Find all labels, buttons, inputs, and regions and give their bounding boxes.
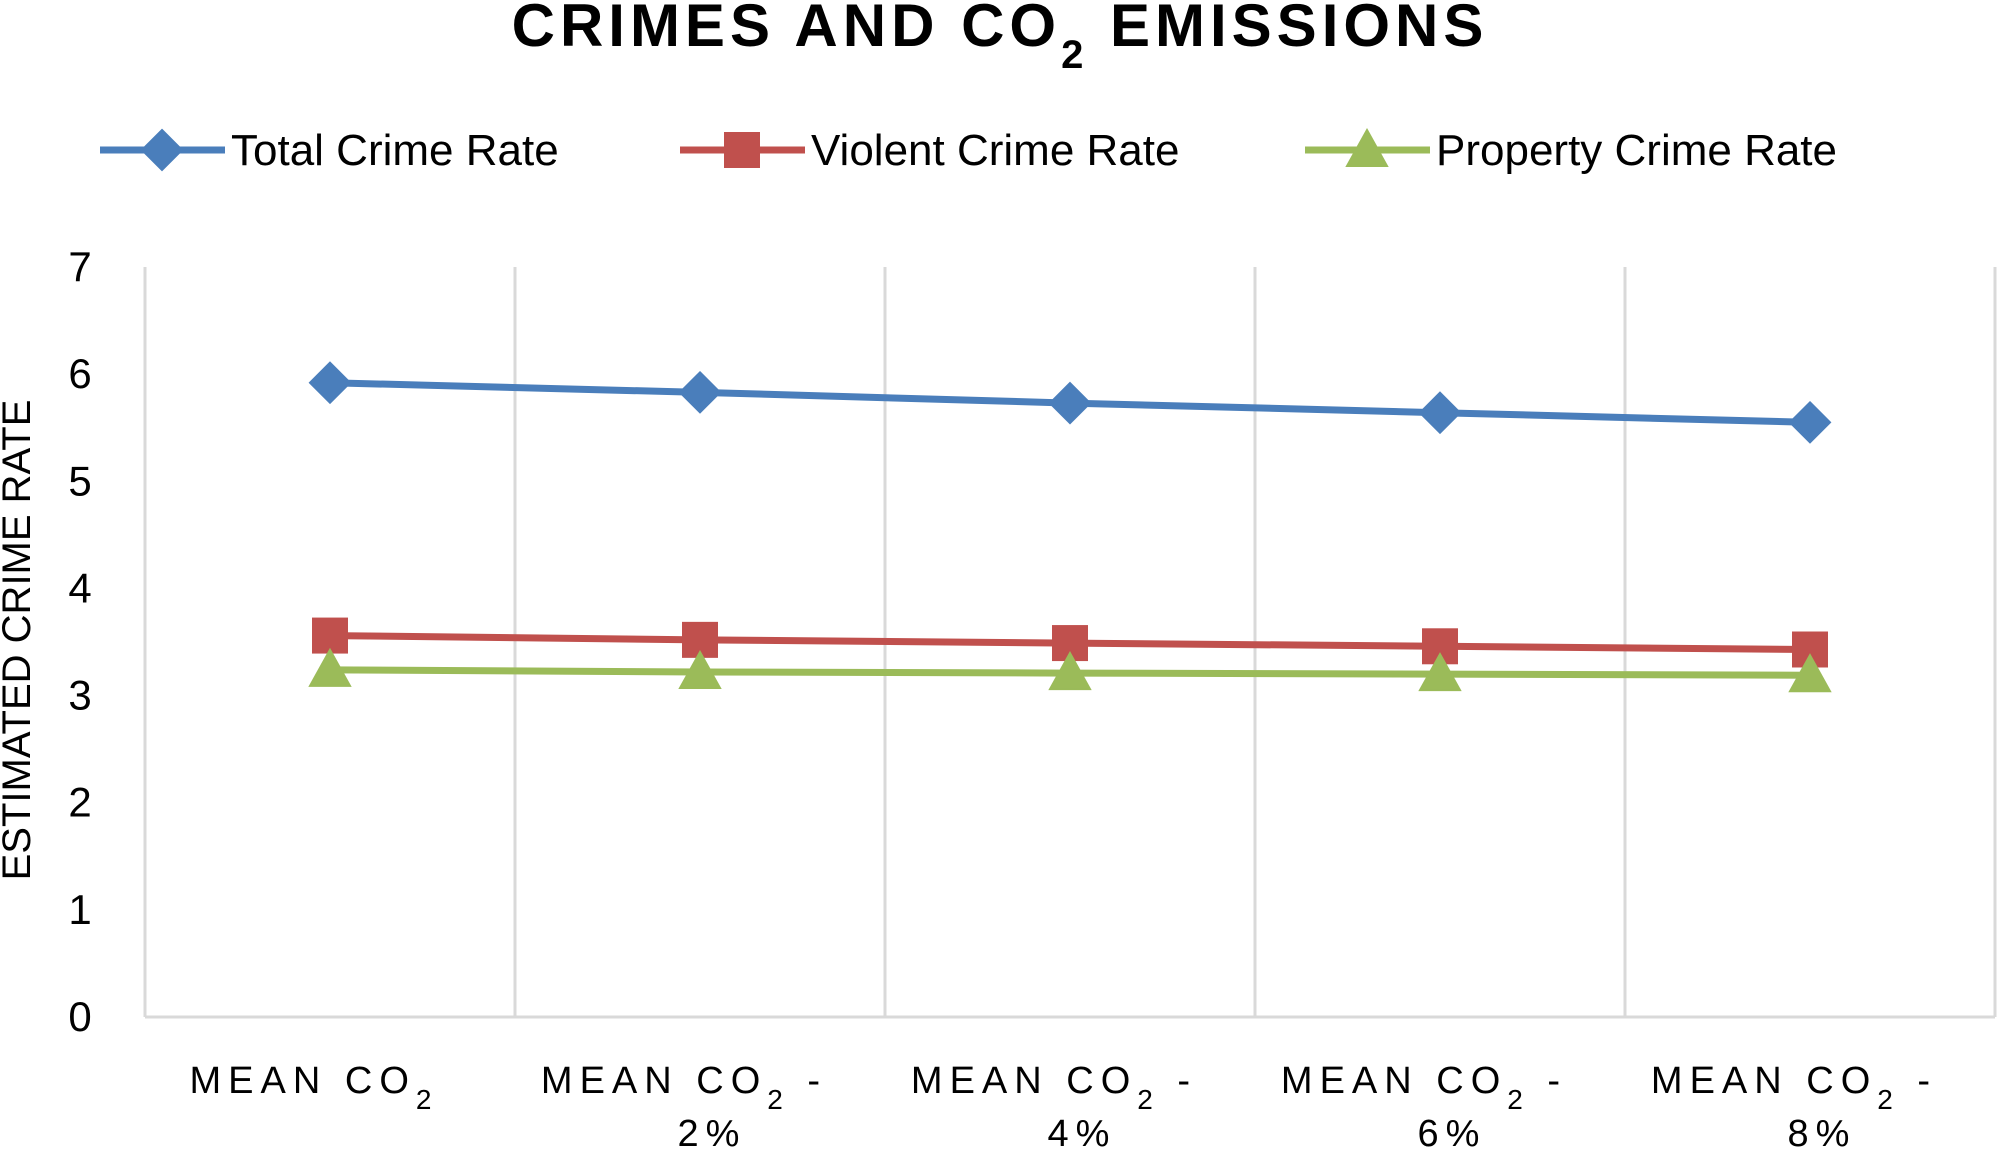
legend-marker [140, 128, 184, 172]
x-tick-label: MEAN CO2 - [1651, 1060, 1937, 1115]
series-layer [308, 361, 1832, 693]
data-point [308, 361, 352, 405]
legend-label: Property Crime Rate [1436, 126, 1837, 175]
legend-marker [1345, 127, 1389, 167]
data-point [1048, 381, 1092, 425]
data-point [1788, 653, 1832, 693]
x-tick-label: MEAN CO2 - [541, 1060, 827, 1115]
y-tick-label: 3 [68, 672, 91, 719]
y-tick-label: 5 [68, 457, 91, 504]
chart-legend: Total Crime Rate Violent Crime Rate Proper… [100, 126, 1837, 175]
y-tick-label: 0 [68, 993, 91, 1040]
data-point [308, 647, 352, 687]
legend-marker [724, 132, 760, 168]
x-tick-label-line2: 6% [1418, 1113, 1487, 1153]
x-tick-label-line2: 4% [1048, 1113, 1117, 1153]
y-tick-label: 7 [68, 243, 91, 290]
series-triangle [308, 647, 1832, 693]
x-tick-label: MEAN CO2 - [1281, 1060, 1567, 1115]
y-tick-label: 4 [68, 564, 91, 611]
data-point [1418, 391, 1462, 435]
data-point [1418, 652, 1462, 692]
chart-grid [143, 267, 1997, 1019]
x-tick-label: MEAN CO2 [190, 1060, 439, 1115]
legend-item: Property Crime Rate [1305, 126, 1837, 175]
y-tick-label: 2 [68, 779, 91, 826]
x-axis-labels: MEAN CO2 MEAN CO2 -2%MEAN CO2 -4%MEAN CO2… [190, 1060, 1937, 1155]
y-axis-label: ESTIMATED CRIME RATE [0, 400, 39, 881]
x-tick-label-line2: 2% [678, 1113, 747, 1153]
data-point [678, 649, 722, 689]
legend-label: Violent Crime Rate [811, 126, 1179, 175]
y-axis-ticks: 0 1 2 3 4 5 6 7 [68, 243, 91, 1040]
y-tick-label: 6 [68, 350, 91, 397]
data-point [1048, 651, 1092, 691]
data-point [1788, 400, 1832, 444]
legend-item: Total Crime Rate [100, 126, 559, 175]
chart-title: CRIMES AND CO2 EMISSIONS [512, 0, 1489, 77]
data-point [312, 617, 348, 654]
data-point [678, 370, 722, 414]
y-tick-label: 1 [68, 886, 91, 933]
legend-item: Violent Crime Rate [680, 126, 1179, 175]
legend-label: Total Crime Rate [231, 126, 559, 175]
x-tick-label: MEAN CO2 - [911, 1060, 1197, 1115]
series-diamond [308, 361, 1832, 444]
x-tick-label-line2: 8% [1788, 1113, 1857, 1153]
